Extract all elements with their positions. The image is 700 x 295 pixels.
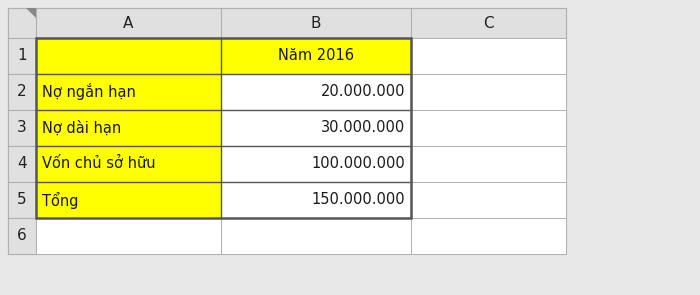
- Bar: [221, 38, 411, 74]
- Bar: [221, 146, 411, 182]
- Text: 4: 4: [18, 157, 27, 171]
- Bar: [221, 182, 411, 218]
- Bar: [411, 218, 566, 254]
- Bar: [8, 182, 36, 218]
- Text: Tổng: Tổng: [42, 191, 78, 209]
- Text: 100.000.000: 100.000.000: [312, 157, 405, 171]
- Text: 5: 5: [18, 193, 27, 207]
- Bar: [411, 182, 566, 218]
- Bar: [8, 8, 36, 38]
- Text: A: A: [123, 16, 134, 30]
- Bar: [8, 8, 566, 254]
- Bar: [36, 146, 221, 182]
- Bar: [411, 110, 566, 146]
- Text: 30.000.000: 30.000.000: [321, 120, 405, 135]
- Text: Nợ ngắn hạn: Nợ ngắn hạn: [42, 83, 136, 101]
- Bar: [221, 218, 411, 254]
- Bar: [36, 8, 221, 38]
- Bar: [411, 74, 566, 110]
- Text: C: C: [483, 16, 493, 30]
- Bar: [221, 8, 411, 38]
- Bar: [36, 182, 221, 218]
- Bar: [221, 110, 411, 146]
- Bar: [36, 38, 411, 218]
- Bar: [36, 38, 221, 74]
- Bar: [8, 38, 36, 74]
- Bar: [8, 74, 36, 110]
- Text: 150.000.000: 150.000.000: [312, 193, 405, 207]
- Bar: [411, 8, 566, 38]
- Text: 6: 6: [17, 229, 27, 243]
- Bar: [411, 146, 566, 182]
- Text: B: B: [311, 16, 321, 30]
- Bar: [36, 74, 221, 110]
- Text: 2: 2: [18, 84, 27, 99]
- Polygon shape: [26, 8, 36, 18]
- Text: 20.000.000: 20.000.000: [321, 84, 405, 99]
- Bar: [411, 38, 566, 74]
- Text: Nợ dài hạn: Nợ dài hạn: [42, 120, 121, 136]
- Text: 3: 3: [17, 120, 27, 135]
- Bar: [36, 110, 221, 146]
- Text: 1: 1: [18, 48, 27, 63]
- Text: Vốn chủ sở hữu: Vốn chủ sở hữu: [42, 157, 155, 171]
- Bar: [36, 218, 221, 254]
- Bar: [8, 146, 36, 182]
- Bar: [221, 74, 411, 110]
- Text: Năm 2016: Năm 2016: [278, 48, 354, 63]
- Bar: [8, 110, 36, 146]
- Bar: [8, 218, 36, 254]
